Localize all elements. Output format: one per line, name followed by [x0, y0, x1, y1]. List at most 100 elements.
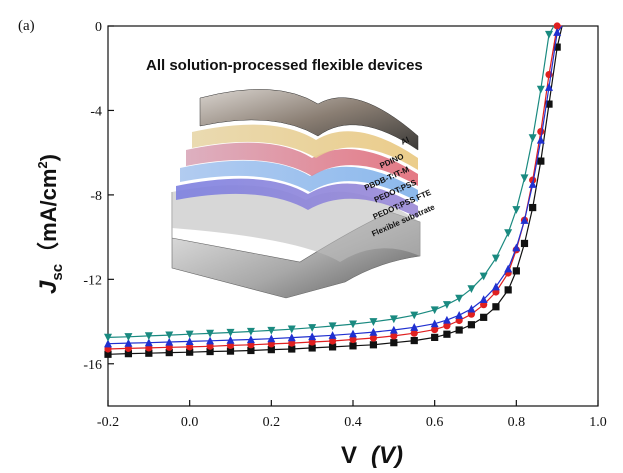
data-point	[308, 332, 317, 341]
y-tick-label: -16	[83, 358, 102, 373]
data-point	[390, 332, 398, 340]
data-point	[529, 203, 537, 212]
data-point	[124, 333, 133, 341]
layer-pedot-pss-fte	[176, 178, 418, 218]
data-point	[553, 28, 562, 36]
data-point	[520, 239, 529, 248]
x-tick-label: -0.2	[97, 415, 119, 430]
data-point	[308, 338, 316, 346]
data-point	[528, 180, 537, 188]
x-tick-label: 0.4	[344, 415, 362, 430]
layer-pedot-pss	[180, 160, 418, 202]
data-point	[246, 327, 255, 336]
data-point	[390, 339, 398, 347]
data-point	[410, 336, 418, 345]
data-point	[430, 306, 439, 315]
series-square	[104, 25, 563, 358]
data-point	[431, 325, 439, 334]
layer-active	[186, 142, 418, 186]
data-point	[491, 282, 500, 291]
data-point	[144, 332, 153, 341]
layer-pdino	[192, 124, 418, 170]
data-point	[206, 336, 215, 345]
data-point	[267, 326, 276, 335]
data-point	[536, 135, 545, 144]
data-point	[328, 331, 337, 339]
data-point	[455, 294, 464, 303]
data-point	[479, 272, 488, 281]
panel-label: (a)	[18, 18, 35, 34]
data-point	[504, 229, 513, 238]
data-point	[389, 325, 398, 334]
data-point	[512, 243, 521, 252]
data-point	[267, 334, 276, 343]
layer-label-al: Al	[400, 135, 411, 146]
data-point	[185, 337, 194, 345]
data-point	[165, 331, 174, 340]
layer-al	[199, 89, 419, 151]
data-point	[528, 134, 537, 143]
y-tick-label: -8	[90, 189, 102, 204]
x-axis-title: V (V)	[341, 442, 403, 469]
data-point	[537, 127, 545, 136]
x-tick-label: 0.0	[181, 415, 199, 430]
data-point	[545, 100, 553, 108]
data-point	[536, 85, 545, 94]
data-point	[537, 157, 545, 165]
data-point	[442, 301, 451, 309]
data-point	[206, 347, 214, 356]
data-point	[247, 346, 255, 355]
data-point	[467, 304, 476, 313]
device-stack-illustration: Al PDINO PBDB-T:IT-M PEDOT:PSS PEDOT:PSS…	[171, 89, 437, 299]
data-point	[520, 174, 529, 183]
data-point	[308, 344, 316, 352]
data-point	[349, 342, 357, 350]
data-point	[165, 348, 173, 357]
data-point	[349, 320, 357, 329]
series-line	[107, 25, 563, 345]
data-point	[349, 329, 357, 338]
inset-title: All solution-processed flexible devices	[146, 57, 423, 74]
data-point	[124, 350, 133, 358]
data-point	[186, 348, 194, 356]
data-point	[443, 322, 451, 330]
data-point	[529, 176, 537, 184]
data-point	[455, 311, 464, 319]
data-point	[206, 329, 215, 338]
data-point	[410, 329, 418, 337]
x-tick-label: 1.0	[589, 415, 607, 430]
data-point	[104, 350, 112, 358]
data-point	[267, 346, 275, 354]
data-point	[504, 286, 512, 294]
data-point	[504, 264, 513, 273]
y-tick-label: -12	[83, 273, 102, 288]
data-point	[479, 295, 488, 303]
data-point	[328, 343, 337, 351]
data-point	[512, 267, 520, 275]
data-point	[104, 339, 112, 348]
data-point	[144, 338, 153, 347]
data-point	[226, 335, 235, 344]
data-point	[369, 341, 378, 349]
data-point	[328, 337, 337, 345]
data-point	[104, 333, 112, 342]
data-point	[492, 303, 500, 311]
data-point	[512, 206, 521, 214]
data-point	[369, 334, 378, 342]
data-point	[185, 330, 194, 339]
data-point	[480, 313, 488, 321]
data-point	[288, 339, 296, 347]
data-point	[206, 342, 214, 350]
data-point	[553, 43, 561, 51]
data-point	[467, 285, 476, 294]
x-tick-label: 0.6	[426, 415, 444, 430]
series-triangle-up	[104, 25, 563, 348]
data-point	[226, 347, 235, 355]
data-point	[410, 311, 419, 320]
data-point	[246, 335, 255, 344]
data-point	[328, 322, 337, 331]
data-point	[430, 319, 439, 328]
data-point	[410, 323, 419, 331]
data-point	[491, 254, 500, 263]
